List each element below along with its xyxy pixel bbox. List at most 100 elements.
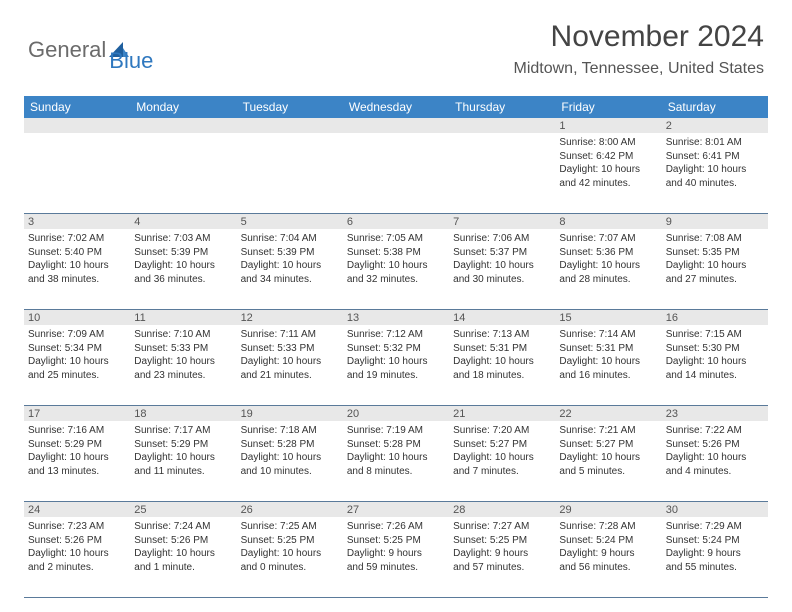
day-details — [24, 133, 130, 213]
detail-line: and 11 minutes. — [134, 465, 232, 479]
detail-line: and 59 minutes. — [347, 561, 445, 575]
calendar-cell — [449, 118, 555, 213]
day-header-cell: Sunday — [24, 96, 130, 118]
day-number: 1 — [555, 120, 565, 132]
day-details: Sunrise: 7:29 AMSunset: 5:24 PMDaylight:… — [662, 517, 768, 597]
day-header-cell: Saturday — [662, 96, 768, 118]
detail-line: Sunset: 5:36 PM — [559, 246, 657, 260]
day-details: Sunrise: 7:06 AMSunset: 5:37 PMDaylight:… — [449, 229, 555, 309]
day-number-row: 2 — [662, 118, 768, 133]
calendar-cell: 3Sunrise: 7:02 AMSunset: 5:40 PMDaylight… — [24, 214, 130, 309]
title-block: November 2024 Midtown, Tennessee, United… — [513, 20, 764, 78]
calendar-cell: 25Sunrise: 7:24 AMSunset: 5:26 PMDayligh… — [130, 502, 236, 597]
calendar-week: 24Sunrise: 7:23 AMSunset: 5:26 PMDayligh… — [24, 501, 768, 597]
calendar-week: 3Sunrise: 7:02 AMSunset: 5:40 PMDaylight… — [24, 213, 768, 309]
day-number-row: 3 — [24, 214, 130, 229]
detail-line: and 32 minutes. — [347, 273, 445, 287]
day-number-row — [24, 118, 130, 133]
detail-line: Sunrise: 7:05 AM — [347, 232, 445, 246]
day-number-row: 15 — [555, 310, 661, 325]
detail-line: Sunset: 5:35 PM — [666, 246, 764, 260]
day-details: Sunrise: 7:10 AMSunset: 5:33 PMDaylight:… — [130, 325, 236, 405]
day-number-row: 19 — [237, 406, 343, 421]
logo-text-general: General — [28, 37, 106, 63]
day-number: 15 — [555, 312, 571, 324]
day-number: 27 — [343, 504, 359, 516]
day-number: 28 — [449, 504, 465, 516]
detail-line: Daylight: 10 hours — [134, 451, 232, 465]
detail-line: and 28 minutes. — [559, 273, 657, 287]
day-details: Sunrise: 7:23 AMSunset: 5:26 PMDaylight:… — [24, 517, 130, 597]
day-number: 12 — [237, 312, 253, 324]
detail-line: Sunset: 6:41 PM — [666, 150, 764, 164]
detail-line: Daylight: 10 hours — [666, 163, 764, 177]
day-number: 8 — [555, 216, 565, 228]
detail-line: Daylight: 10 hours — [347, 451, 445, 465]
detail-line: and 42 minutes. — [559, 177, 657, 191]
detail-line: Sunset: 5:38 PM — [347, 246, 445, 260]
day-header-row: Sunday Monday Tuesday Wednesday Thursday… — [24, 96, 768, 118]
detail-line: Sunrise: 7:17 AM — [134, 424, 232, 438]
detail-line: Daylight: 10 hours — [28, 259, 126, 273]
day-number: 25 — [130, 504, 146, 516]
calendar-cell: 26Sunrise: 7:25 AMSunset: 5:25 PMDayligh… — [237, 502, 343, 597]
header: General Blue November 2024 Midtown, Tenn… — [0, 0, 792, 86]
day-number: 21 — [449, 408, 465, 420]
calendar-grid: 1Sunrise: 8:00 AMSunset: 6:42 PMDaylight… — [24, 118, 768, 598]
detail-line: Daylight: 10 hours — [241, 355, 339, 369]
calendar-cell: 24Sunrise: 7:23 AMSunset: 5:26 PMDayligh… — [24, 502, 130, 597]
logo: General Blue — [28, 26, 153, 74]
detail-line: Daylight: 10 hours — [347, 259, 445, 273]
day-details: Sunrise: 7:26 AMSunset: 5:25 PMDaylight:… — [343, 517, 449, 597]
detail-line: Sunset: 5:37 PM — [453, 246, 551, 260]
detail-line: and 5 minutes. — [559, 465, 657, 479]
day-number-row: 12 — [237, 310, 343, 325]
detail-line: and 14 minutes. — [666, 369, 764, 383]
detail-line: Sunset: 5:26 PM — [134, 534, 232, 548]
day-details: Sunrise: 7:11 AMSunset: 5:33 PMDaylight:… — [237, 325, 343, 405]
day-number-row: 8 — [555, 214, 661, 229]
calendar-cell: 15Sunrise: 7:14 AMSunset: 5:31 PMDayligh… — [555, 310, 661, 405]
detail-line: Daylight: 9 hours — [666, 547, 764, 561]
day-number: 6 — [343, 216, 353, 228]
day-details: Sunrise: 7:03 AMSunset: 5:39 PMDaylight:… — [130, 229, 236, 309]
detail-line: Sunset: 5:39 PM — [241, 246, 339, 260]
day-number-row: 24 — [24, 502, 130, 517]
detail-line: Sunset: 5:33 PM — [134, 342, 232, 356]
detail-line: and 8 minutes. — [347, 465, 445, 479]
day-number-row: 16 — [662, 310, 768, 325]
day-details: Sunrise: 8:01 AMSunset: 6:41 PMDaylight:… — [662, 133, 768, 213]
day-details: Sunrise: 7:27 AMSunset: 5:25 PMDaylight:… — [449, 517, 555, 597]
detail-line: Daylight: 10 hours — [559, 355, 657, 369]
day-number: 22 — [555, 408, 571, 420]
detail-line: Sunrise: 7:14 AM — [559, 328, 657, 342]
day-number: 3 — [24, 216, 34, 228]
day-number-row: 21 — [449, 406, 555, 421]
detail-line: and 23 minutes. — [134, 369, 232, 383]
calendar-cell: 1Sunrise: 8:00 AMSunset: 6:42 PMDaylight… — [555, 118, 661, 213]
detail-line: Daylight: 10 hours — [134, 259, 232, 273]
detail-line: Sunset: 5:40 PM — [28, 246, 126, 260]
detail-line: Daylight: 10 hours — [241, 259, 339, 273]
day-number: 30 — [662, 504, 678, 516]
detail-line: Sunset: 5:26 PM — [28, 534, 126, 548]
day-number-row: 27 — [343, 502, 449, 517]
detail-line: Sunset: 5:24 PM — [559, 534, 657, 548]
detail-line: and 0 minutes. — [241, 561, 339, 575]
day-number-row: 11 — [130, 310, 236, 325]
detail-line: Sunset: 5:28 PM — [241, 438, 339, 452]
calendar-cell: 19Sunrise: 7:18 AMSunset: 5:28 PMDayligh… — [237, 406, 343, 501]
detail-line: Daylight: 10 hours — [134, 355, 232, 369]
day-details: Sunrise: 7:28 AMSunset: 5:24 PMDaylight:… — [555, 517, 661, 597]
detail-line: and 55 minutes. — [666, 561, 764, 575]
detail-line: Sunset: 5:34 PM — [28, 342, 126, 356]
detail-line: Sunrise: 7:04 AM — [241, 232, 339, 246]
detail-line: Daylight: 10 hours — [666, 259, 764, 273]
day-details: Sunrise: 7:07 AMSunset: 5:36 PMDaylight:… — [555, 229, 661, 309]
calendar: Sunday Monday Tuesday Wednesday Thursday… — [24, 96, 768, 598]
calendar-cell: 17Sunrise: 7:16 AMSunset: 5:29 PMDayligh… — [24, 406, 130, 501]
calendar-cell — [24, 118, 130, 213]
calendar-cell: 30Sunrise: 7:29 AMSunset: 5:24 PMDayligh… — [662, 502, 768, 597]
detail-line: and 16 minutes. — [559, 369, 657, 383]
detail-line: and 7 minutes. — [453, 465, 551, 479]
